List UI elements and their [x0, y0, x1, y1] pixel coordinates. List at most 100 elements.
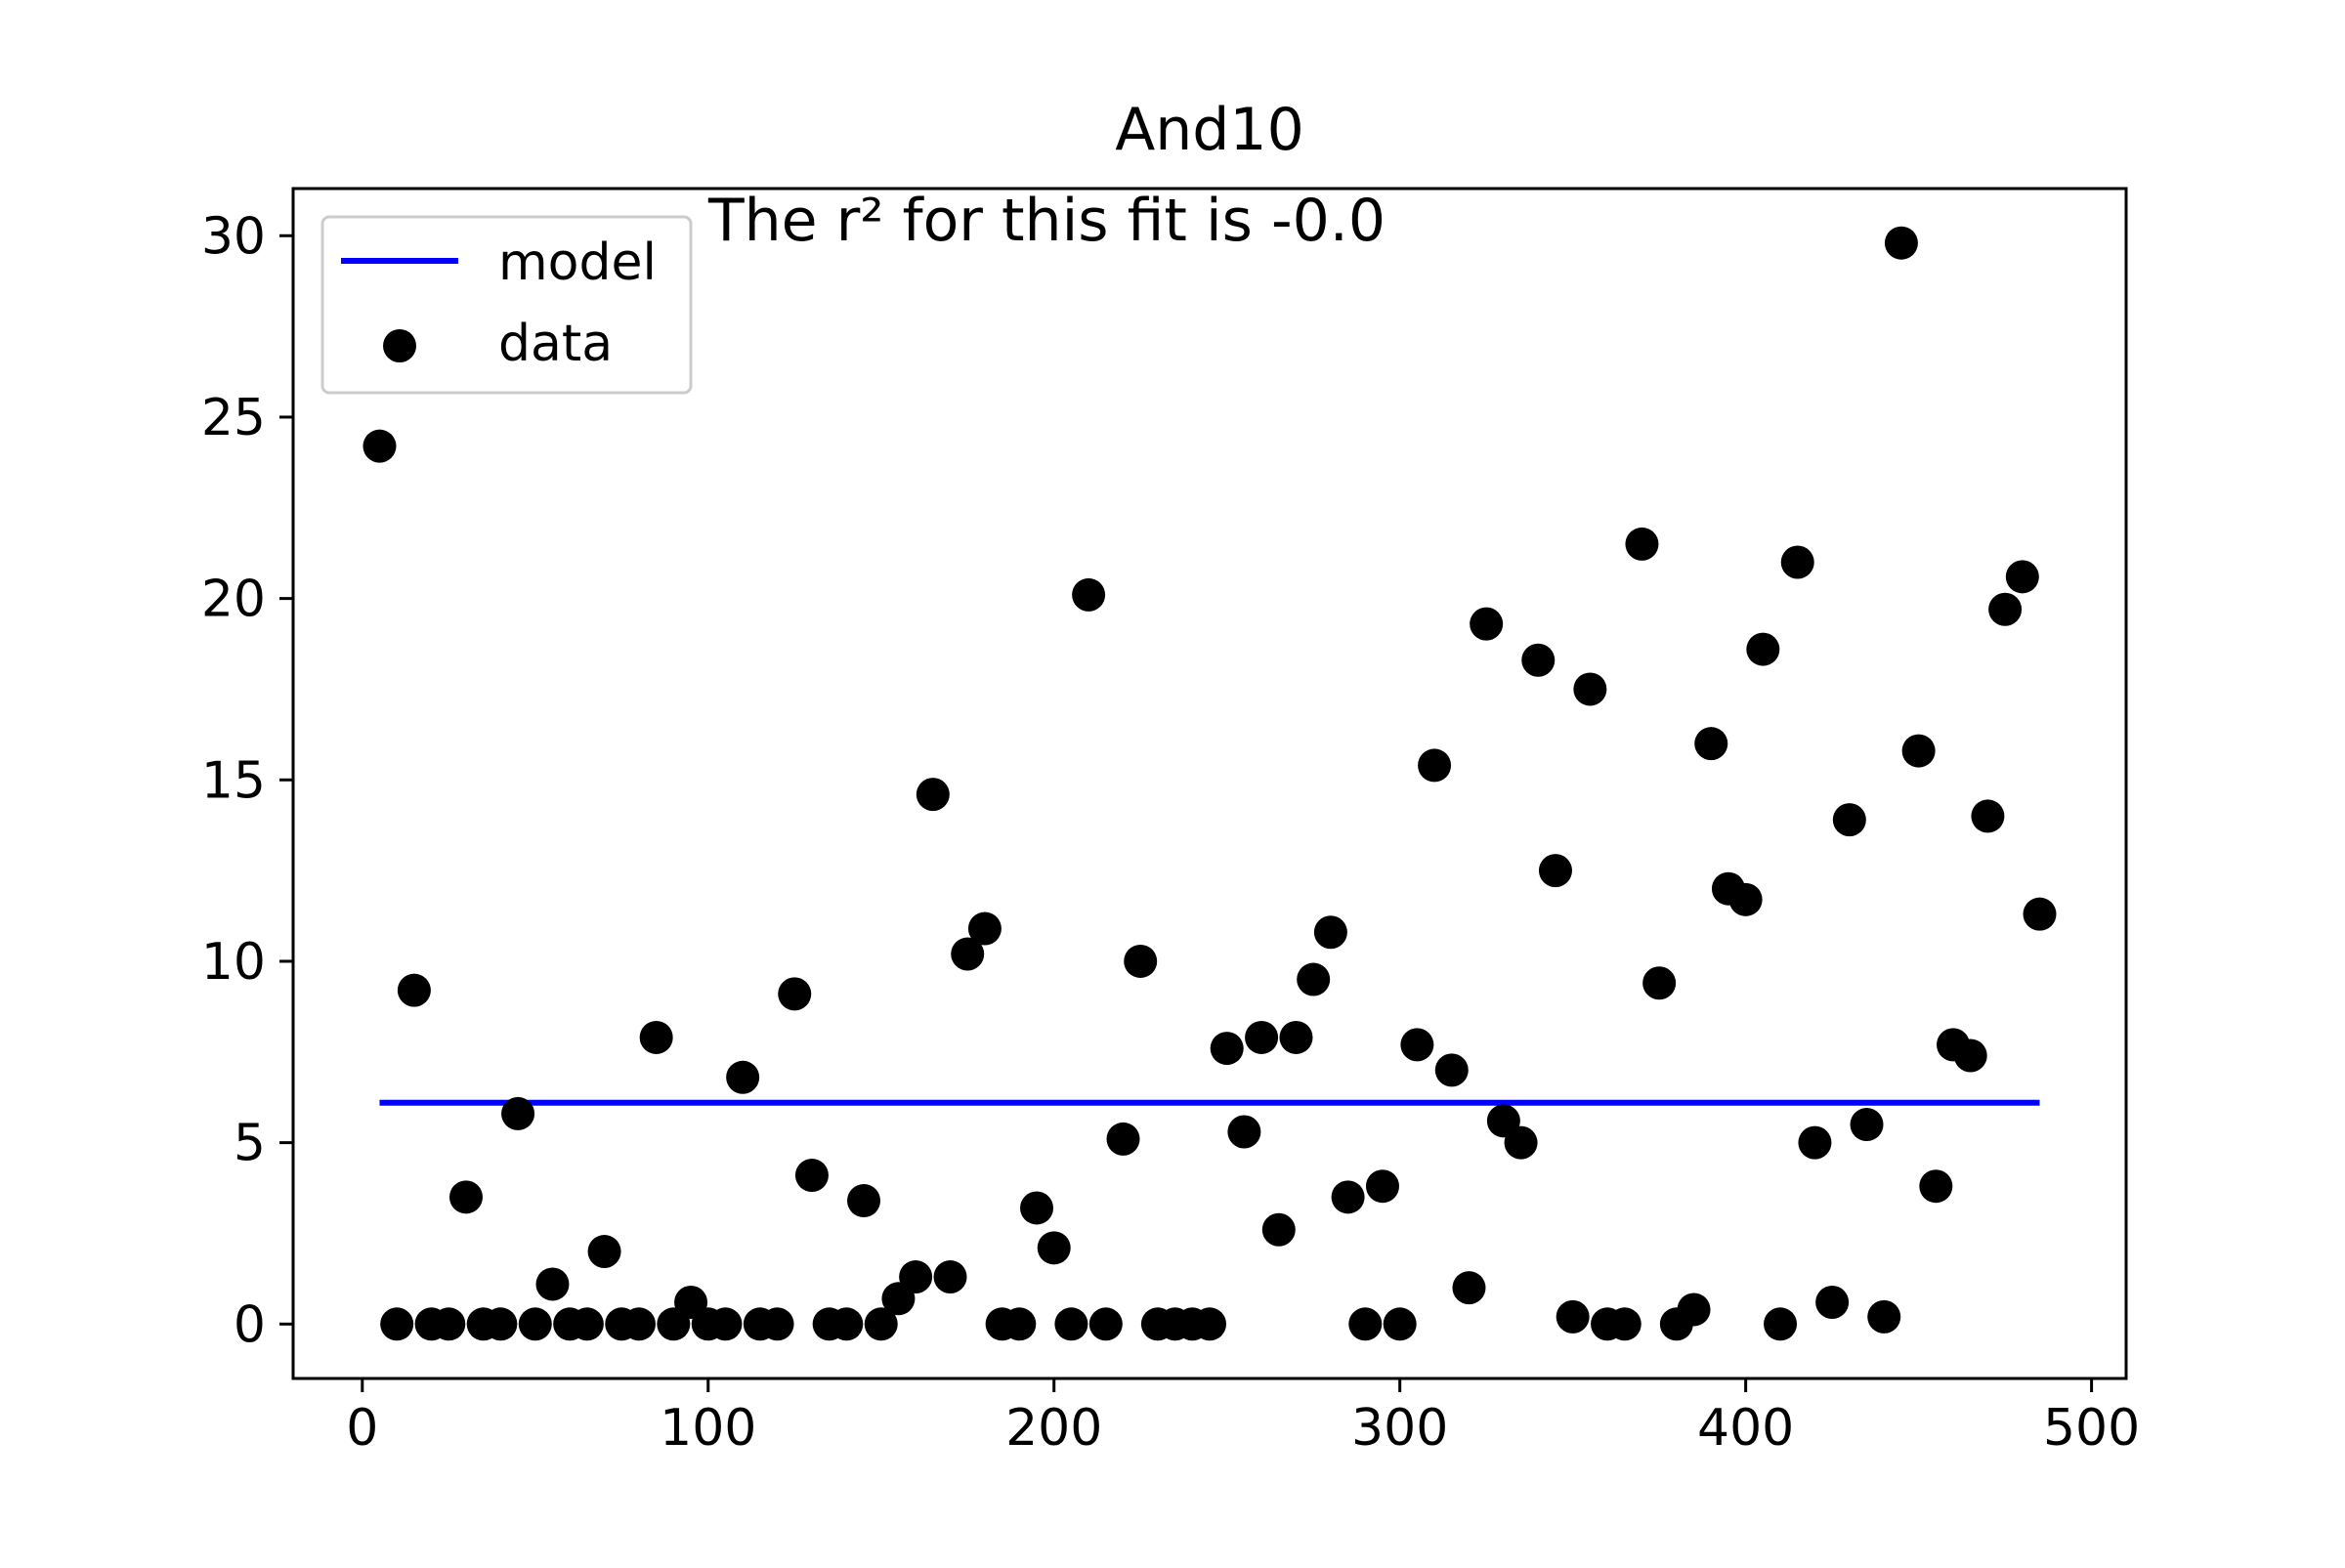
- data-point-29: [864, 1307, 898, 1341]
- data-point-35: [967, 911, 1002, 946]
- data-point-5: [448, 1180, 483, 1214]
- data-point-48: [1193, 1307, 1226, 1341]
- data-point-27: [830, 1307, 864, 1341]
- data-point-92: [1953, 1038, 1987, 1073]
- data-point-40: [1054, 1307, 1088, 1341]
- data-point-77: [1694, 727, 1728, 761]
- y-tick-label-10: 10: [201, 933, 266, 992]
- data-point-73: [1625, 527, 1659, 561]
- y-tick-label-25: 25: [201, 389, 266, 447]
- legend-data-label: data: [498, 315, 613, 373]
- data-point-80: [1746, 632, 1780, 666]
- data-point-23: [760, 1307, 794, 1341]
- data-point-83: [1798, 1125, 1832, 1160]
- data-point-88: [1884, 226, 1918, 260]
- data-point-13: [587, 1235, 621, 1269]
- data-point-12: [570, 1307, 604, 1341]
- x-tick-label-300: 300: [1351, 1399, 1448, 1458]
- axes-frame: [291, 187, 2128, 1380]
- x-tick-label-100: 100: [660, 1399, 756, 1458]
- data-point-54: [1297, 962, 1331, 996]
- legend-model-label: model: [498, 233, 657, 292]
- data-point-4: [432, 1307, 466, 1341]
- data-point-82: [1780, 545, 1814, 579]
- data-point-33: [933, 1260, 967, 1294]
- data-point-2: [397, 973, 431, 1007]
- data-point-84: [1815, 1286, 1850, 1320]
- data-point-59: [1383, 1307, 1417, 1341]
- data-point-67: [1521, 643, 1556, 677]
- data-point-57: [1348, 1307, 1383, 1341]
- x-tick-label-0: 0: [346, 1399, 378, 1458]
- data-point-70: [1573, 672, 1607, 706]
- data-point-76: [1677, 1293, 1711, 1327]
- data-point-64: [1470, 607, 1504, 641]
- data-point-69: [1556, 1299, 1590, 1334]
- data-point-43: [1106, 1122, 1140, 1156]
- x-tick-label-500: 500: [2043, 1399, 2140, 1458]
- data-point-39: [1037, 1231, 1071, 1265]
- data-point-72: [1607, 1307, 1642, 1341]
- data-point-32: [916, 778, 950, 812]
- data-point-74: [1642, 966, 1677, 1000]
- data-point-16: [639, 1020, 673, 1054]
- data-point-86: [1850, 1108, 1884, 1142]
- data-point-31: [899, 1260, 933, 1294]
- data-point-85: [1832, 803, 1866, 837]
- data-point-81: [1764, 1307, 1798, 1341]
- data-point-49: [1210, 1032, 1244, 1066]
- y-tick-label-30: 30: [201, 207, 266, 266]
- data-point-38: [1020, 1191, 1054, 1225]
- data-point-41: [1072, 577, 1106, 612]
- data-point-90: [1919, 1169, 1953, 1204]
- data-point-63: [1452, 1271, 1486, 1305]
- data-point-60: [1400, 1028, 1434, 1062]
- data-point-15: [621, 1307, 656, 1341]
- data-point-10: [535, 1267, 570, 1301]
- data-point-96: [2023, 897, 2057, 931]
- data-point-95: [2005, 560, 2039, 594]
- data-point-42: [1088, 1307, 1123, 1341]
- y-tick-label-20: 20: [201, 571, 266, 629]
- data-point-68: [1538, 854, 1572, 888]
- data-point-24: [778, 977, 812, 1011]
- data-point-1: [380, 1307, 414, 1341]
- data-point-94: [1988, 592, 2023, 626]
- data-point-9: [518, 1307, 552, 1341]
- data-point-21: [726, 1060, 760, 1094]
- data-point-66: [1504, 1125, 1538, 1160]
- data-point-0: [362, 429, 397, 463]
- data-point-37: [1002, 1307, 1037, 1341]
- y-tick-label-15: 15: [201, 751, 266, 810]
- data-point-51: [1245, 1020, 1279, 1054]
- x-tick-label-200: 200: [1005, 1399, 1102, 1458]
- data-point-61: [1418, 748, 1452, 783]
- data-point-89: [1901, 734, 1936, 768]
- data-point-44: [1124, 944, 1158, 978]
- data-point-20: [708, 1307, 743, 1341]
- legend-data-swatch: [383, 329, 416, 362]
- y-tick-label-0: 0: [234, 1295, 266, 1354]
- data-point-34: [951, 937, 985, 971]
- data-point-50: [1227, 1115, 1261, 1149]
- y-tick-label-5: 5: [234, 1115, 266, 1173]
- data-point-28: [847, 1184, 881, 1218]
- data-point-55: [1313, 915, 1347, 950]
- data-point-53: [1279, 1020, 1313, 1054]
- data-point-52: [1261, 1212, 1296, 1247]
- data-point-58: [1365, 1169, 1399, 1204]
- data-point-79: [1728, 882, 1763, 916]
- data-point-93: [1971, 799, 2005, 833]
- data-point-8: [501, 1096, 535, 1130]
- r-squared-annotation: The r² for this fit is -0.0: [707, 187, 1386, 255]
- x-tick-label-400: 400: [1697, 1399, 1794, 1458]
- chart-title: And10: [1115, 96, 1304, 164]
- data-point-87: [1867, 1299, 1901, 1334]
- data-point-56: [1331, 1180, 1365, 1214]
- data-point-62: [1434, 1053, 1469, 1087]
- legend: model data: [320, 215, 693, 395]
- data-point-25: [794, 1159, 829, 1193]
- data-point-7: [484, 1307, 518, 1341]
